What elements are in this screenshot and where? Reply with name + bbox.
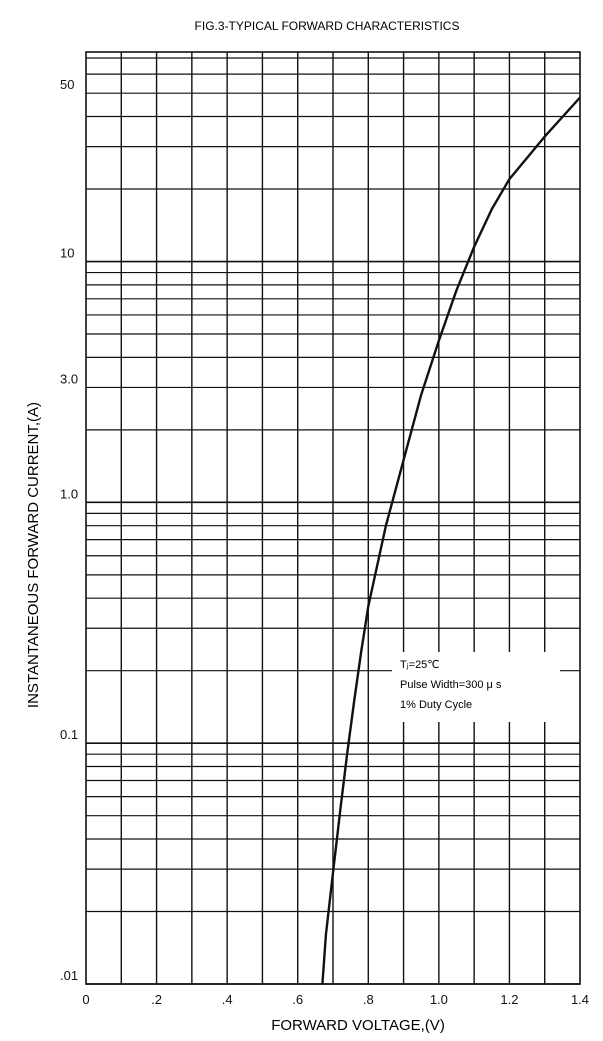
x-tick-label: .2 <box>151 992 162 1007</box>
y-tick-label: 10 <box>60 246 74 261</box>
annotation-line: Tⱼ=25℃ <box>400 659 440 671</box>
x-tick-label: 0 <box>82 992 89 1007</box>
y-tick-label: 0.1 <box>60 727 78 742</box>
forward-characteristic-curve <box>321 96 581 985</box>
annotation-line: Pulse Width=300 μ s <box>400 679 502 691</box>
grid <box>85 51 581 985</box>
y-tick-label: 50 <box>60 77 74 92</box>
y-tick-label: 1.0 <box>60 486 78 501</box>
tick-labels: 0 .2 .4 .6 .8 1.0 1.2 1.4 .01 0.1 1.0 3.0 10 50 <box>60 77 589 1007</box>
x-axis-label: FORWARD VOLTAGE,(V) <box>271 1017 445 1034</box>
annotation: Tⱼ=25℃ Pulse Width=300 μ s 1% Duty Cycle <box>392 652 560 722</box>
y-tick-label: .01 <box>60 968 78 983</box>
y-tick-label: 3.0 <box>60 371 78 386</box>
y-axis-label: INSTANTANEOUS FORWARD CURRENT,(A) <box>25 402 42 708</box>
annotation-background <box>392 652 560 722</box>
x-tick-label: .4 <box>222 992 233 1007</box>
x-tick-label: .8 <box>363 992 374 1007</box>
x-tick-label: .6 <box>292 992 303 1007</box>
chart-title: FIG.3-TYPICAL FORWARD CHARACTERISTICS <box>195 19 460 33</box>
x-tick-label: 1.2 <box>500 992 518 1007</box>
annotation-line: 1% Duty Cycle <box>400 699 472 711</box>
x-tick-label: 1.4 <box>571 992 589 1007</box>
curve-layer <box>321 96 581 985</box>
x-tick-label: 1.0 <box>430 992 448 1007</box>
